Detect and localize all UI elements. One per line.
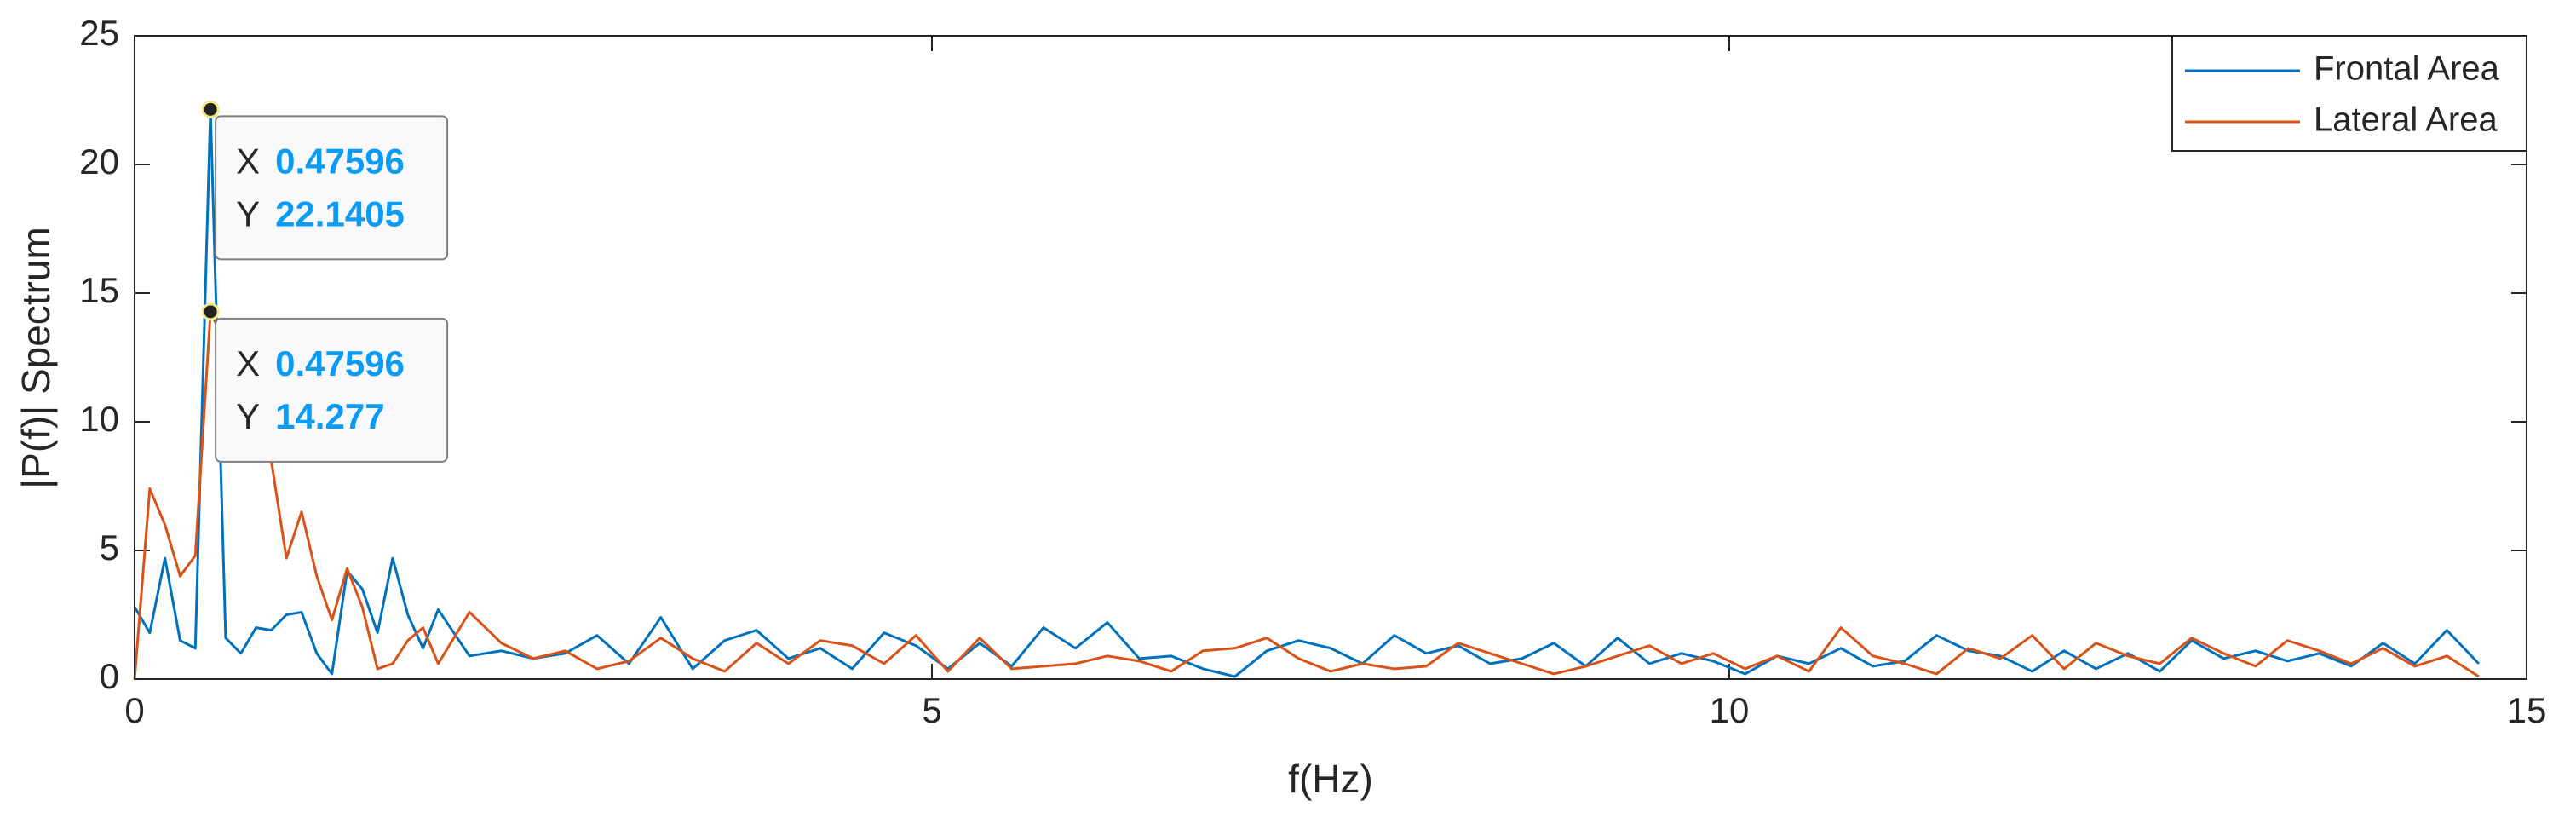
x-axis-label: f(Hz) (1288, 757, 1373, 801)
datatip-box (215, 115, 449, 261)
y-tick-label: 25 (79, 13, 119, 53)
datatip-x-label: X (236, 141, 260, 181)
datatip-x-label: X (236, 343, 260, 383)
series-line (133, 310, 2480, 680)
datatip-y-value: 22.1405 (275, 193, 405, 233)
series-line (133, 107, 2480, 678)
datatip-box (215, 317, 449, 463)
legend-label: Lateral Area (2314, 101, 2498, 139)
datatip-x-value: 0.47596 (275, 141, 405, 181)
datatip-marker (201, 302, 220, 321)
datatip-y-label: Y (236, 396, 260, 436)
y-tick-label: 5 (100, 527, 119, 567)
x-tick-label: 5 (922, 690, 941, 730)
x-tick-label: 0 (124, 690, 144, 730)
x-tick-label: 15 (2507, 690, 2547, 730)
y-tick-label: 0 (100, 656, 119, 696)
y-tick-label: 10 (79, 399, 119, 439)
datatip-y-label: Y (236, 193, 260, 233)
legend-box (2171, 35, 2527, 152)
y-tick-label: 15 (79, 270, 119, 310)
axes-box (134, 35, 2527, 680)
datatip-y-value: 14.277 (275, 396, 384, 436)
y-axis-label: |P(f)| Spectrum (14, 227, 58, 489)
x-tick-label: 10 (1710, 690, 1750, 730)
datatip-marker (201, 100, 220, 118)
y-tick-label: 20 (79, 141, 119, 181)
datatip-x-value: 0.47596 (275, 343, 405, 383)
legend-label: Frontal Area (2314, 50, 2500, 88)
